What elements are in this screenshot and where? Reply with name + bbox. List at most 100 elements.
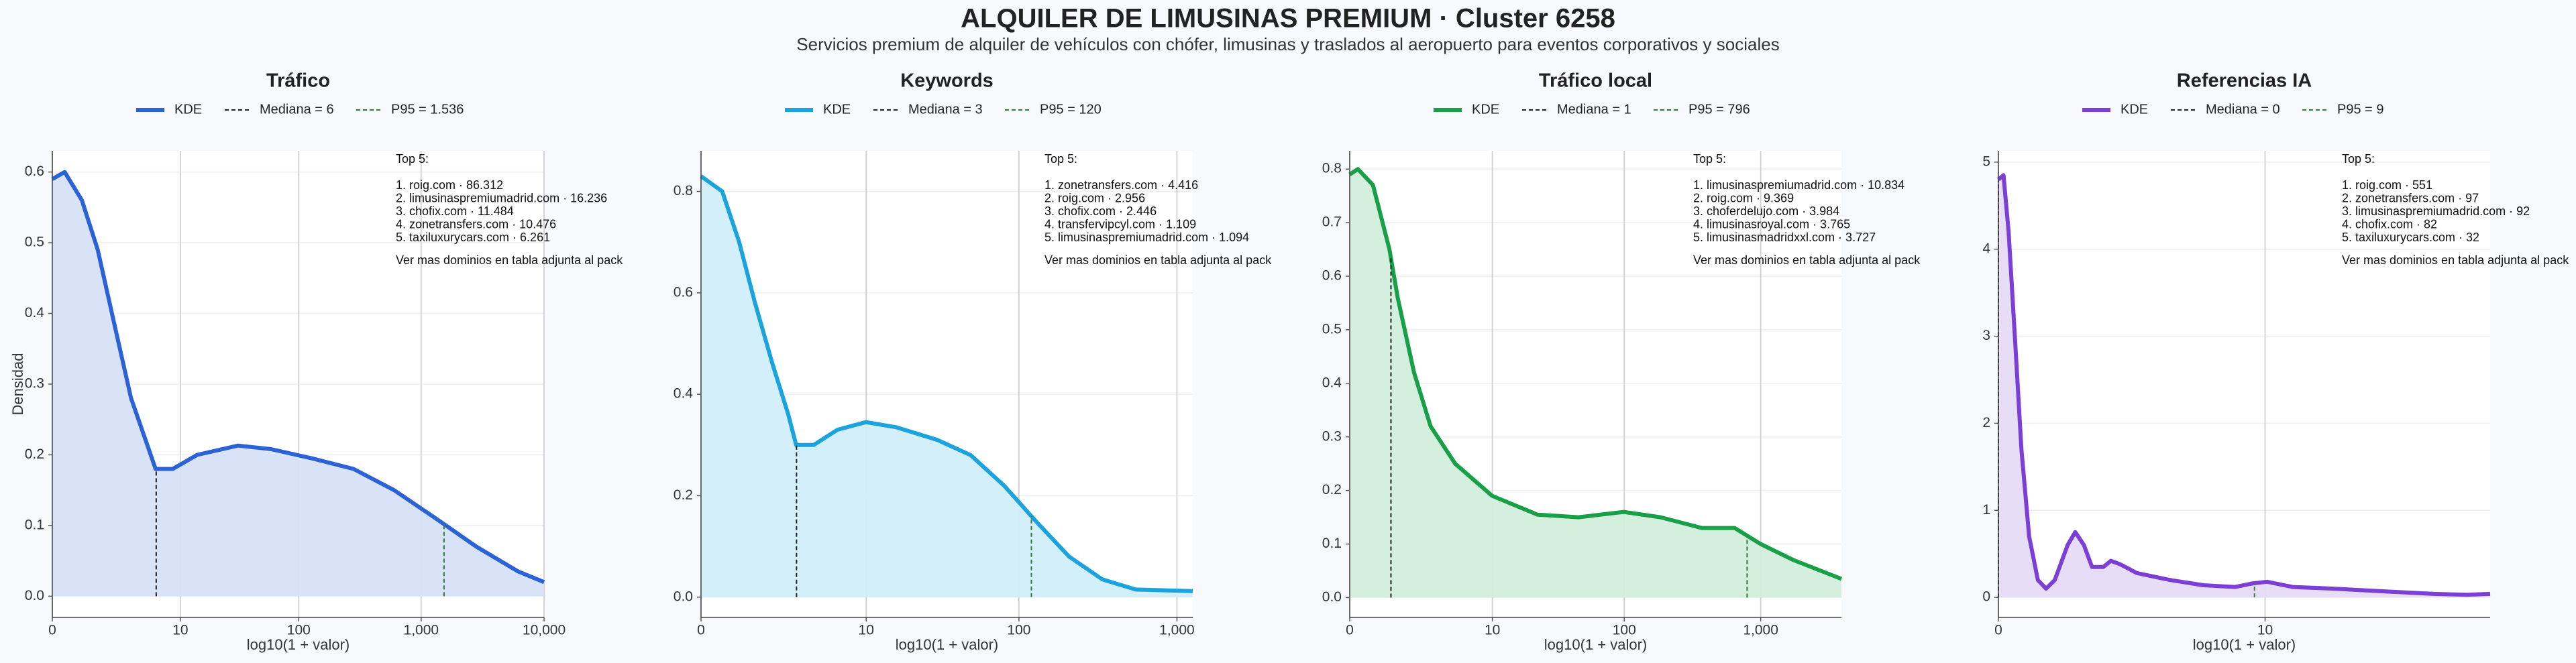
x-tick-label: 10: [2257, 623, 2273, 638]
annotation-line: 3. choferdelujo.com · 3.984: [1693, 204, 1839, 218]
x-tick-label: 10: [172, 623, 188, 638]
legend-label: P95 = 120: [1040, 102, 1102, 117]
annotation-line: 4. zonetransfers.com · 10.476: [396, 217, 556, 231]
annotation-line: 5. taxiluxurycars.com · 6.261: [396, 231, 550, 244]
kde-line: [700, 174, 1193, 593]
y-tick-label: 4: [1982, 241, 1990, 256]
annotation-line: 5. limusinaspremiumadrid.com · 1.094: [1044, 231, 1249, 244]
x-axis-label: log10(1 + valor): [896, 636, 998, 653]
annotation-line: 3. chofix.com · 11.484: [396, 204, 514, 218]
y-tick-label: 0.4: [1322, 375, 1342, 390]
annotation-line: 2. roig.com · 2.956: [1044, 191, 1145, 204]
page-subtitle: Servicios premium de alquiler de vehícul…: [796, 34, 1779, 54]
y-tick-label: 0.5: [1322, 321, 1342, 337]
legend-label: Mediana = 0: [2206, 102, 2280, 117]
annotation-title: Top 5:: [396, 152, 429, 166]
kde-line: [1348, 167, 1843, 581]
legend-label: P95 = 796: [1688, 102, 1750, 117]
legend-label: Mediana = 3: [908, 102, 983, 117]
annotation-line: 1. roig.com · 86.312: [396, 178, 503, 192]
y-tick-label: 0.2: [25, 446, 44, 462]
x-axis-label: log10(1 + valor): [2193, 636, 2296, 653]
annotation-line: 5. limusinasmadridxxl.com · 3.727: [1693, 231, 1876, 244]
annotation-line: 5. taxiluxurycars.com · 32: [2342, 231, 2479, 244]
x-tick-label: 0: [697, 623, 705, 638]
annotation-note: Ver mas dominios en tabla adjunta al pac…: [1044, 253, 1272, 267]
y-tick-label: 1: [1982, 502, 1990, 518]
y-axis-label: Densidad: [9, 353, 26, 416]
x-tick-label: 100: [1613, 623, 1636, 638]
legend-label: Mediana = 1: [1557, 102, 1631, 117]
y-tick-label: 0.4: [674, 386, 694, 402]
annotation-title: Top 5:: [1693, 152, 1726, 166]
x-tick-label: 0: [48, 623, 56, 638]
legend-label: KDE: [823, 102, 851, 117]
kde-line: [1997, 173, 2491, 597]
panel: Tráfico 0.0 0.1 0.2 0.3 0.4 0.5 0.6 0 10 100 1,000 1…: [9, 70, 623, 653]
annotation-line: 1. roig.com · 551: [2342, 178, 2432, 192]
x-tick-label: 100: [1007, 623, 1030, 638]
y-tick-label: 0.3: [25, 376, 44, 391]
panel-title: Tráfico local: [1539, 70, 1652, 92]
kde-fill: [52, 172, 544, 597]
x-tick-label: 10: [1485, 623, 1500, 638]
panel-title: Referencias IA: [2177, 70, 2312, 92]
y-tick-label: 0.1: [25, 517, 44, 532]
legend-label: KDE: [2121, 102, 2148, 117]
y-tick-label: 0.6: [674, 284, 693, 300]
annotation-line: 2. roig.com · 9.369: [1693, 191, 1794, 204]
panel: Keywords 0.0 0.2 0.4 0.6 0.8 0 10 100 1,000 log10(…: [674, 70, 1272, 653]
x-tick-label: 1,000: [404, 623, 439, 638]
y-tick-label: 0.2: [674, 487, 693, 503]
annotation-note: Ver mas dominios en tabla adjunta al pac…: [396, 253, 623, 267]
y-tick-label: 0.3: [1322, 428, 1342, 444]
annotation-line: 1. zonetransfers.com · 4.416: [1044, 178, 1198, 192]
y-tick-label: 0.4: [25, 305, 45, 320]
y-tick-label: 0.2: [1322, 482, 1342, 497]
legend-label: P95 = 9: [2337, 102, 2384, 117]
x-tick-label: 100: [287, 623, 311, 638]
annotation-note: Ver mas dominios en tabla adjunta al pac…: [2342, 253, 2569, 267]
kde-fill: [1350, 169, 1841, 598]
annotation-title: Top 5:: [2342, 152, 2375, 166]
y-tick-label: 0.6: [1322, 268, 1342, 284]
y-tick-label: 5: [1982, 154, 1990, 169]
kde-fill: [701, 176, 1193, 597]
annotation-line: 4. chofix.com · 82: [2342, 217, 2437, 231]
y-tick-label: 0.1: [1322, 536, 1342, 551]
annotation-line: 3. chofix.com · 2.446: [1044, 204, 1157, 218]
panel: Tráfico local 0.0 0.1 0.2 0.3 0.4 0.5 0.6 0.7 0.8…: [1322, 70, 1921, 653]
y-tick-label: 0.8: [674, 183, 693, 198]
y-tick-label: 2: [1982, 415, 1990, 430]
legend-label: P95 = 1.536: [391, 102, 464, 117]
y-tick-label: 0.6: [25, 164, 44, 179]
annotation-line: 1. limusinaspremiumadrid.com · 10.834: [1693, 178, 1904, 192]
annotation-line: 4. transfervipcyl.com · 1.109: [1044, 217, 1196, 231]
annotation-note: Ver mas dominios en tabla adjunta al pac…: [1693, 253, 1921, 267]
y-tick-label: 0: [1982, 589, 1990, 605]
x-tick-label: 1,000: [1743, 623, 1778, 638]
x-tick-label: 10,000: [523, 623, 566, 638]
x-axis-label: log10(1 + valor): [247, 636, 350, 653]
x-tick-label: 1,000: [1159, 623, 1195, 638]
panel-title: Tráfico: [266, 70, 330, 92]
kde-line: [51, 170, 545, 585]
annotation-line: 3. limusinaspremiumadrid.com · 92: [2342, 204, 2530, 218]
y-tick-label: 0.7: [1322, 215, 1342, 230]
panel-title: Keywords: [900, 70, 994, 92]
annotation-line: 4. limusinasroyal.com · 3.765: [1693, 217, 1850, 231]
x-tick-label: 0: [1994, 623, 2002, 638]
y-tick-label: 3: [1982, 328, 1990, 343]
y-tick-label: 0.0: [674, 589, 693, 604]
y-tick-label: 0.8: [1322, 161, 1342, 176]
legend-label: KDE: [1472, 102, 1499, 117]
annotation-line: 2. limusinaspremiumadrid.com · 16.236: [396, 191, 607, 204]
y-tick-label: 0.0: [25, 588, 44, 603]
x-axis-label: log10(1 + valor): [1544, 636, 1647, 653]
y-tick-label: 0.0: [1322, 589, 1342, 605]
legend-label: KDE: [174, 102, 202, 117]
annotation-line: 2. zonetransfers.com · 97: [2342, 191, 2479, 204]
x-tick-label: 10: [859, 623, 874, 638]
y-tick-label: 0.5: [25, 235, 44, 250]
